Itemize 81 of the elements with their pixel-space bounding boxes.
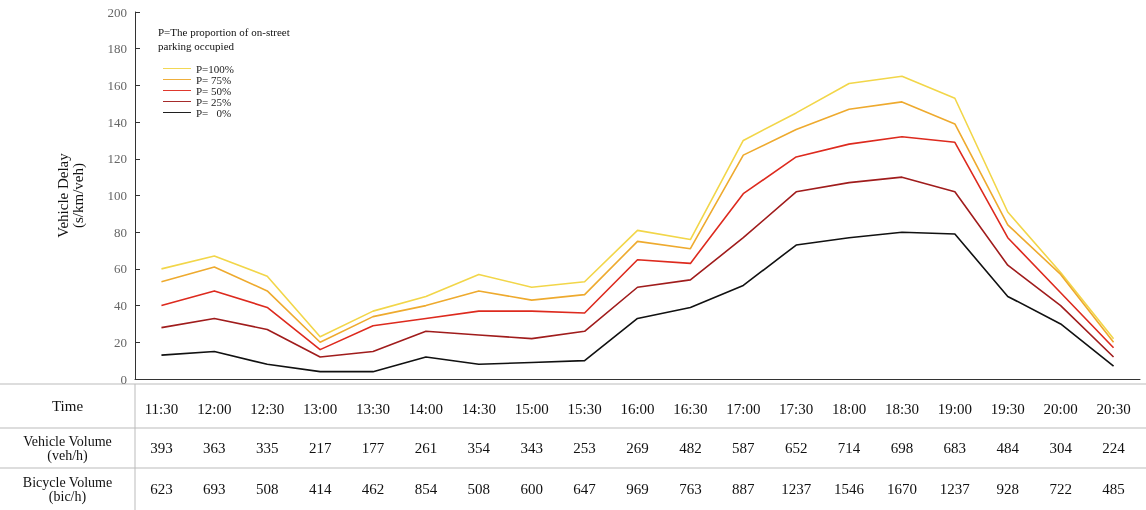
x-tick-label: 13:30 [355,400,391,417]
x-tick-label: 12:30 [250,400,285,417]
x-tick-label: 16:00 [620,400,655,417]
x-tick-label: 15:30 [567,400,602,417]
text: 1237 [939,481,971,497]
text: Bicycle Volume (bic/h) [22,474,113,505]
line-series [160,176,1115,358]
x-tick-label: 14:00 [408,400,444,417]
text: 363 [203,440,226,456]
text: 217 [308,440,332,456]
x-tick-label: 17:00 [726,400,761,417]
x-tick-label: 12:00 [197,400,232,417]
text: 414 [308,481,332,497]
text: 969 [626,481,649,497]
legend-label: P= 50% [196,84,232,97]
text: 714 [837,440,861,456]
text: 1670 [886,481,917,497]
text: 647 [573,481,597,497]
y-tick-label: 20 [114,334,127,350]
text: 482 [679,440,702,456]
legend-label: P= 25% [196,95,232,108]
y-tick-label: 60 [114,261,127,277]
text: 462 [361,481,385,497]
text: 485 [1102,481,1125,497]
text: 683 [943,440,967,456]
text: 693 [203,481,226,497]
legend-label: P= 75% [196,73,232,86]
x-tick-label: 19:30 [990,400,1025,417]
text: Vehicle Volume (veh/h) [23,433,112,464]
text: 393 [150,440,173,456]
x-tick-label: 19:00 [937,400,972,417]
text: 508 [255,481,279,497]
text: 928 [996,481,1020,497]
text: 600 [520,481,543,497]
y-tick-label: 200 [107,4,127,20]
text: 224 [1102,440,1126,456]
text: 1546 [834,481,865,497]
x-tick-label: 17:30 [779,400,814,417]
text: 484 [996,440,1020,456]
x-tick-label: 20:30 [1096,400,1131,417]
text: 261 [414,440,438,456]
y-tick-label: 140 [107,114,127,130]
x-tick-label: 15:00 [514,400,549,417]
x-axis-title: Time [51,398,84,414]
text: 763 [679,481,702,497]
y-tick-label: 80 [114,224,127,240]
x-tick-label: 11:30 [144,400,179,417]
text: 269 [626,440,649,456]
legend-label: P= 0% [196,106,232,119]
text: 508 [467,481,491,497]
text: 1237 [781,481,812,497]
text: 354 [467,440,491,456]
x-tick-label: 14:30 [461,400,496,417]
x-tick-label: 18:30 [884,400,920,417]
text: 623 [150,481,173,497]
text: 698 [890,440,914,456]
text: 335 [255,440,279,456]
text: 652 [784,440,808,456]
x-tick-label: 18:00 [831,400,867,417]
text: 343 [520,440,543,456]
y-tick-label: 40 [114,298,127,314]
text: 177 [361,440,385,456]
legend-label: P=100% [196,62,234,75]
text: 304 [1049,440,1073,456]
y-tick-label: 180 [107,41,127,57]
x-tick-label: 13:00 [303,400,338,417]
x-tick-label: 16:30 [673,400,708,417]
text: 887 [732,481,756,497]
text: 854 [414,481,438,497]
y-tick-label: 160 [107,77,127,93]
y-tick-label: 100 [107,188,127,203]
text: 722 [1049,481,1072,497]
text: 587 [732,440,756,456]
text: 253 [573,440,596,456]
line-series [160,135,1115,351]
y-tick-label: 120 [107,151,127,167]
line-series [160,231,1115,373]
y-tick-label: 0 [120,371,127,387]
legend-title: P=The proportion of on-street parking occupied [158,26,290,52]
x-tick-label: 20:00 [1043,400,1078,417]
y-axis-title: Vehicle Delay (s/km/veh) [54,152,87,238]
